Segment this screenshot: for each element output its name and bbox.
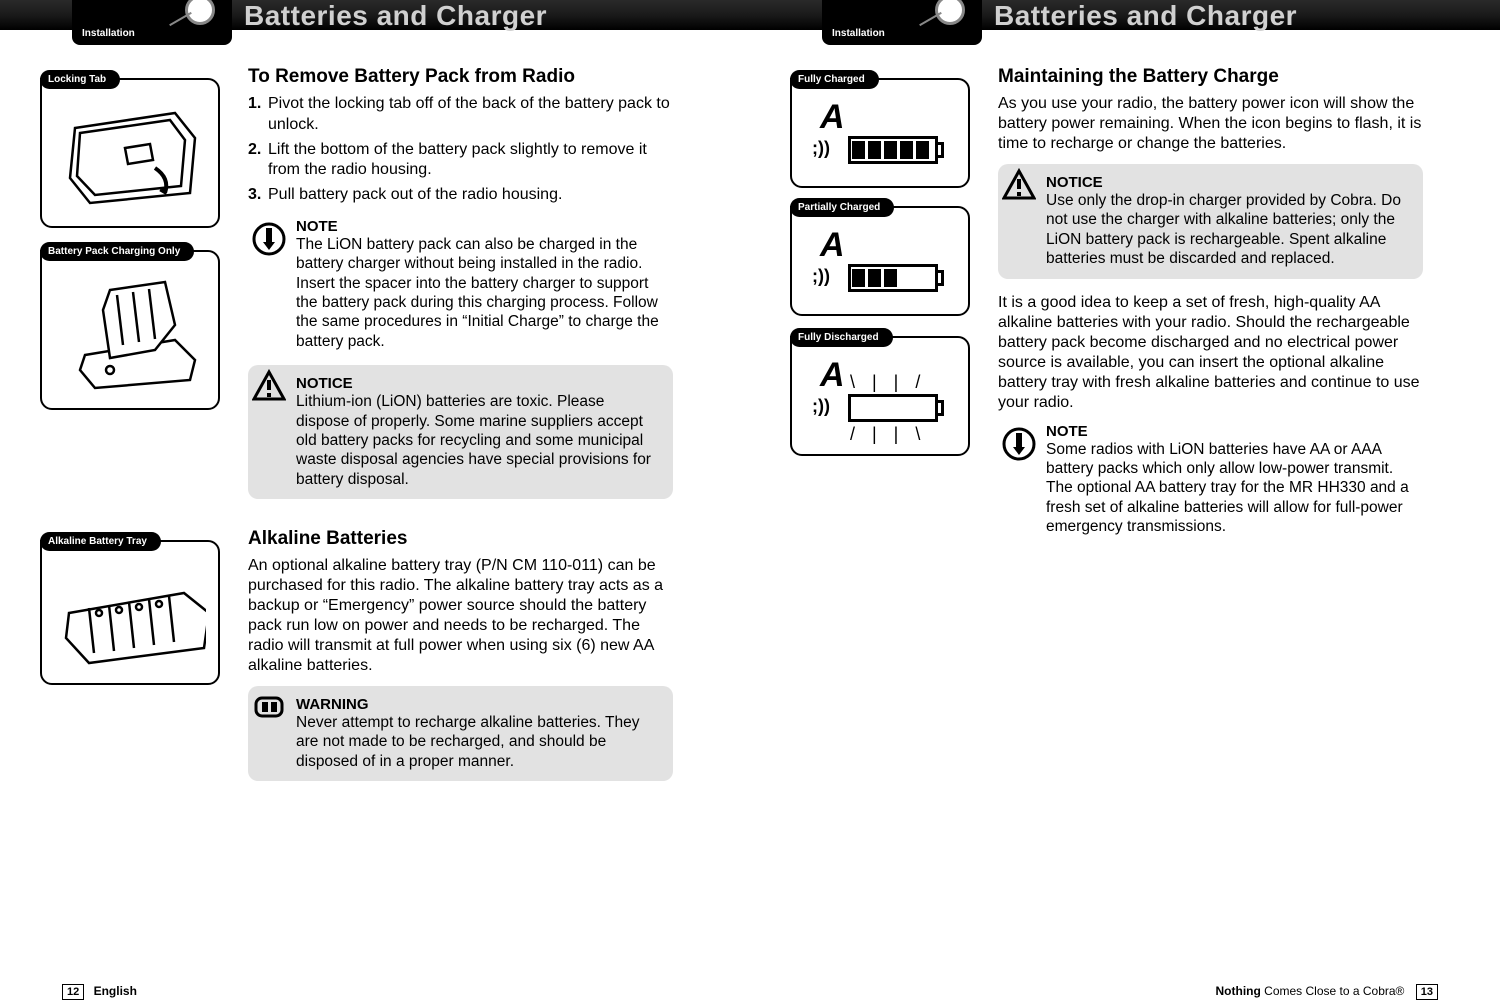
battery-cells-full (852, 141, 929, 159)
illus-label: Battery Pack Charging Only (40, 242, 194, 261)
tray-drawing (54, 558, 206, 668)
warning-body: Never attempt to recharge alkaline batte… (296, 713, 661, 771)
step-2: Lift the bottom of the battery pack slig… (268, 141, 647, 179)
note-callout: NOTE Some radios with LiON batteries hav… (998, 423, 1423, 537)
illus-label: Fully Discharged (790, 328, 893, 347)
warning-callout: WARNING Never attempt to recharge alkali… (248, 686, 673, 781)
good-idea-para: It is a good idea to keep a set of fresh… (998, 293, 1423, 413)
signal-icon: ;)) (812, 396, 830, 417)
step-1: Pivot the locking tab off of the back of… (268, 95, 670, 133)
notice-body: Use only the drop-in charger provided by… (1046, 191, 1411, 269)
battery-cells-partial (852, 269, 897, 287)
step-3: Pull battery pack out of the radio housi… (268, 186, 562, 203)
illus-label: Locking Tab (40, 70, 120, 89)
notice-callout: NOTICE Use only the drop-in charger prov… (998, 164, 1423, 279)
illus-empty: Fully Discharged A ;)) \ | | / / | | \ (790, 336, 970, 456)
note-icon (252, 222, 286, 256)
illus-label: Fully Charged (790, 70, 879, 89)
body-alkaline: Alkaline Batteries An optional alkaline … (248, 528, 673, 795)
warning-icon (252, 369, 286, 403)
note-callout: NOTE The LiON battery pack can also be c… (248, 218, 673, 351)
slogan-rest: Comes Close to a Cobra® (1261, 984, 1405, 998)
heading-alkaline: Alkaline Batteries (248, 528, 673, 550)
charger-drawing (55, 270, 205, 390)
illus-partial: Partially Charged A ;)) (790, 206, 970, 316)
footer-right: Nothing Comes Close to a Cobra® 13 (1216, 984, 1439, 1000)
notice-title: NOTICE (296, 375, 661, 392)
note-body: The LiON battery pack can also be charge… (296, 235, 673, 351)
battery-outline-icon (848, 394, 938, 422)
slogan-bold: Nothing (1216, 984, 1261, 998)
flash-lines-icon: \ | | / (850, 372, 926, 393)
body-remove: To Remove Battery Pack from Radio 1.Pivo… (248, 66, 673, 513)
flash-lines-icon: / | | \ (850, 424, 926, 445)
letter-a-icon: A (820, 98, 845, 137)
notice-callout: NOTICE Lithium-ion (LiON) batteries are … (248, 365, 673, 499)
body-maintain: Maintaining the Battery Charge As you us… (998, 66, 1423, 550)
alkaline-para: An optional alkaline battery tray (P/N C… (248, 556, 673, 676)
warning-title: WARNING (296, 696, 661, 713)
illus-charger: Battery Pack Charging Only (40, 250, 220, 410)
illus-alk-tray: Alkaline Battery Tray (40, 540, 220, 685)
note-body: Some radios with LiON batteries have AA … (1046, 440, 1423, 537)
illus-label: Partially Charged (790, 198, 894, 217)
illus-full: Fully Charged A ;)) (790, 78, 970, 188)
illus-locking-tab: Locking Tab (40, 78, 220, 228)
locking-tab-drawing (55, 98, 205, 208)
maintain-para: As you use your radio, the battery power… (998, 94, 1423, 154)
page-title: Batteries and Charger (244, 0, 547, 32)
warning-icon (1002, 168, 1036, 202)
page-title: Batteries and Charger (994, 0, 1297, 32)
steps-list: 1.Pivot the locking tab off of the back … (248, 94, 673, 206)
page-12: Installation Batteries and Charger Locki… (0, 0, 750, 1004)
page-number: 12 (62, 984, 84, 1000)
footer-left: 12 English (62, 984, 137, 1000)
notice-body: Lithium-ion (LiON) batteries are toxic. … (296, 392, 661, 489)
heading-remove: To Remove Battery Pack from Radio (248, 66, 673, 88)
letter-a-icon: A (820, 226, 845, 265)
footer-lang: English (94, 984, 137, 998)
page-number: 13 (1416, 984, 1438, 1000)
page-13: Installation Batteries and Charger Fully… (750, 0, 1500, 1004)
signal-icon: ;)) (812, 266, 830, 287)
note-icon (1002, 427, 1036, 461)
letter-a-icon: A (820, 356, 845, 395)
battery-warn-icon (252, 690, 286, 724)
illus-label: Alkaline Battery Tray (40, 532, 161, 551)
note-title: NOTE (1046, 423, 1423, 440)
heading-maintain: Maintaining the Battery Charge (998, 66, 1423, 88)
notice-title: NOTICE (1046, 174, 1411, 191)
note-title: NOTE (296, 218, 673, 235)
signal-icon: ;)) (812, 138, 830, 159)
